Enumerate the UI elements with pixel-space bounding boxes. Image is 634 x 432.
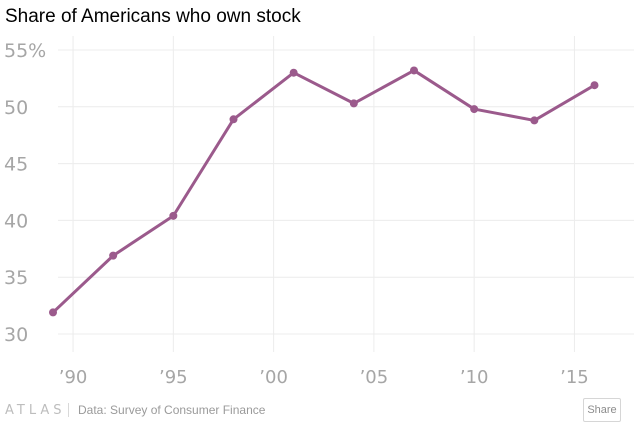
y-tick-label: 45	[4, 154, 28, 176]
y-tick-label: 55%	[4, 40, 46, 62]
line-chart: 30 35 40 45 50 55% ’90 ’95 ’00 ’05 ’10 ’15	[4, 36, 634, 388]
x-tick-label: ’90	[59, 367, 88, 388]
y-tick-label: 35	[4, 267, 28, 289]
data-point	[470, 105, 479, 114]
data-point	[530, 116, 539, 125]
data-point	[109, 251, 118, 260]
x-axis-ticks: ’90 ’95 ’00 ’05 ’10 ’15	[59, 367, 589, 388]
grid	[58, 36, 634, 352]
data-point	[349, 99, 358, 108]
y-tick-label: 40	[4, 210, 28, 232]
y-axis-ticks: 30 35 40 45 50 55%	[4, 40, 46, 346]
x-tick-label: ’05	[360, 367, 389, 388]
x-tick-label: ’10	[460, 367, 489, 388]
data-point	[590, 81, 599, 90]
x-tick-label: ’95	[159, 367, 188, 388]
x-tick-label: ’00	[259, 367, 288, 388]
data-point	[229, 115, 238, 124]
x-tick-label: ’15	[560, 367, 589, 388]
chart-footer: ATLAS Data: Survey of Consumer Finance S…	[0, 392, 634, 432]
chart-title: Share of Americans who own stock	[5, 6, 301, 27]
series-line	[51, 68, 596, 314]
data-point	[49, 308, 57, 317]
data-point	[169, 211, 178, 220]
footer-divider	[68, 403, 69, 417]
data-source: Data: Survey of Consumer Finance	[78, 403, 266, 417]
data-point	[410, 66, 418, 75]
atlas-logo: ATLAS	[5, 403, 66, 418]
share-button[interactable]: Share	[583, 398, 621, 422]
series	[49, 66, 599, 317]
y-tick-label: 50	[4, 97, 28, 119]
data-point	[289, 68, 298, 77]
y-tick-label: 30	[4, 324, 28, 346]
